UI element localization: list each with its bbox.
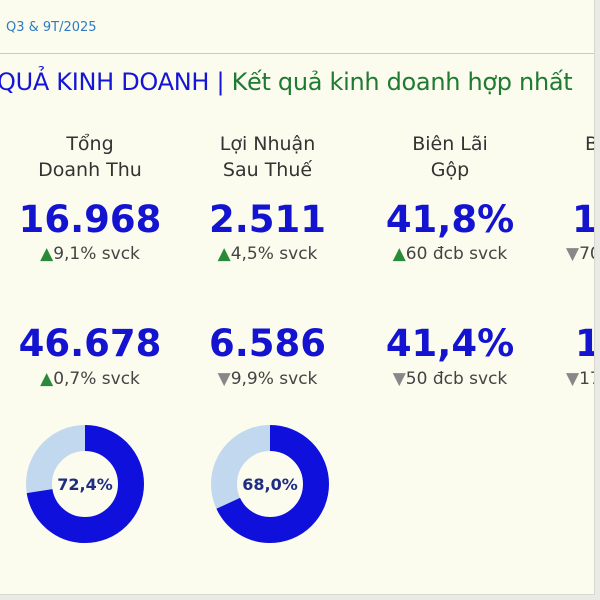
margin-q3-delta: ▲60 đcb svck (392, 244, 508, 264)
partial-ytd-value: 14 (575, 322, 594, 366)
partial-ytd-delta: ▼17 (566, 369, 594, 389)
revenue-q3-value: 16.968 (18, 198, 162, 241)
header-divider (0, 53, 594, 54)
col-label-net-profit: Lợi Nhuận Sau Thuế (219, 133, 316, 181)
revenue-progress-donut: 72,4% (26, 425, 144, 543)
donut-percent-label: 68,0% (242, 475, 298, 494)
donut-progress-arc (26, 425, 144, 543)
donut-progress-arc (211, 425, 329, 543)
partial-q3-delta: ▼70 (566, 244, 594, 264)
arrow-up-icon: ▲ (217, 244, 231, 264)
arrow-up-icon: ▲ (40, 244, 54, 264)
arrow-down-icon: ▼ (566, 244, 580, 264)
arrow-up-icon: ▲ (40, 369, 54, 389)
partial-q3-value: 14 (572, 198, 594, 242)
donut-percent-label: 72,4% (57, 475, 113, 494)
arrow-up-icon: ▲ (392, 244, 406, 264)
report-period-tag: Q3 & 9T/2025 (6, 20, 97, 35)
revenue-q3-delta: ▲9,1% svck (40, 244, 140, 264)
margin-ytd-value: 41,4% (385, 322, 515, 365)
col-label-revenue: Tổng Doanh Thu (38, 133, 142, 181)
section-title-part2: Kết quả kinh doanh hợp nhất (231, 68, 573, 96)
section-title: QUẢ KINH DOANH | Kết quả kinh doanh hợp … (0, 66, 573, 98)
arrow-down-icon: ▼ (392, 369, 406, 389)
revenue-ytd-value: 46.678 (18, 322, 162, 365)
col-label-gross-margin: Biên Lãi Gộp (412, 133, 488, 181)
profit-ytd-value: 6.586 (208, 322, 327, 365)
margin-ytd-delta: ▼50 đcb svck (392, 369, 508, 389)
profit-progress-donut: 68,0% (211, 425, 329, 543)
arrow-down-icon: ▼ (566, 369, 580, 389)
profit-ytd-delta: ▼9,9% svck (217, 369, 318, 389)
section-title-part1: QUẢ KINH DOANH | (0, 68, 232, 96)
revenue-ytd-delta: ▲0,7% svck (40, 369, 140, 389)
arrow-down-icon: ▼ (217, 369, 231, 389)
profit-q3-delta: ▲4,5% svck (217, 244, 318, 264)
profit-q3-value: 2.511 (208, 198, 327, 241)
col-label-partial: B (585, 131, 594, 157)
margin-q3-value: 41,8% (385, 198, 515, 241)
